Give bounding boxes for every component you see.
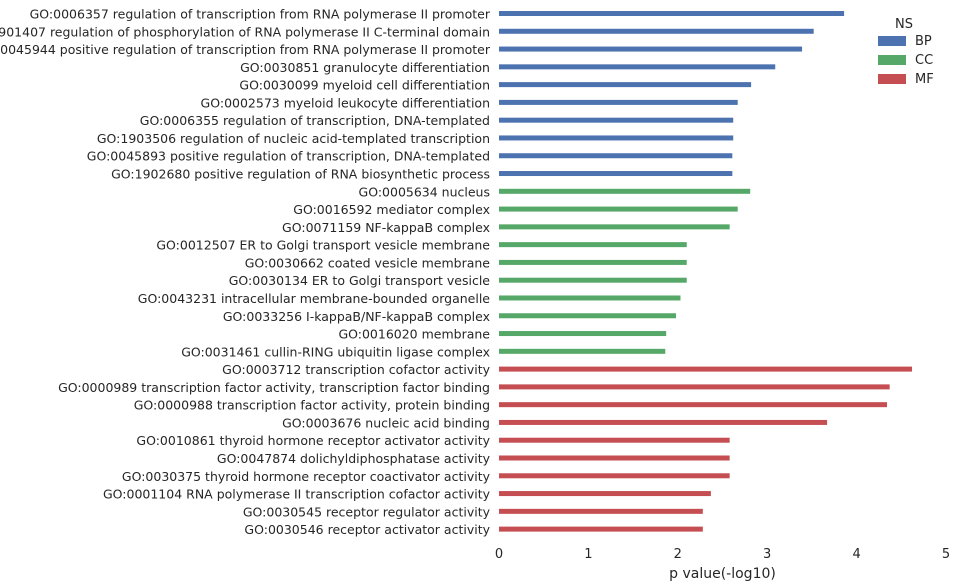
category-label: GO:0047874 dolichyldiphosphatase activit… bbox=[217, 451, 491, 466]
bar-cc bbox=[499, 242, 687, 248]
x-tick-label: 2 bbox=[674, 547, 682, 562]
category-label: GO:0030545 receptor regulator activity bbox=[243, 504, 491, 519]
legend-label-mf: MF bbox=[915, 72, 934, 87]
legend-label-cc: CC bbox=[915, 53, 933, 68]
category-label: GO:0001104 RNA polymerase II transcripti… bbox=[103, 487, 491, 502]
bar-cc bbox=[499, 224, 730, 230]
category-label: GO:0002573 myeloid leukocyte differentia… bbox=[201, 95, 490, 110]
bar-mf bbox=[499, 526, 703, 532]
bar-bp bbox=[499, 46, 803, 52]
category-label: GO:0030662 coated vesicle membrane bbox=[245, 255, 491, 270]
x-tick-label: 1 bbox=[584, 547, 592, 562]
legend-swatch-bp bbox=[878, 36, 906, 46]
bar-cc bbox=[499, 206, 738, 212]
category-label: GO:1902680 positive regulation of RNA bi… bbox=[111, 167, 490, 182]
category-label: GO:0006355 regulation of transcription, … bbox=[140, 113, 490, 128]
legend-swatch-cc bbox=[878, 55, 906, 65]
category-label: GO:0016020 membrane bbox=[338, 327, 490, 342]
category-label: GO:0030851 granulocyte differentiation bbox=[240, 60, 490, 75]
category-label: GO:0016592 mediator complex bbox=[293, 202, 490, 217]
x-tick-label: 5 bbox=[942, 547, 950, 562]
category-label: GO:1901407 regulation of phosphorylation… bbox=[0, 24, 490, 39]
bar-mf bbox=[499, 366, 913, 372]
category-label: GO:0000988 transcription factor activity… bbox=[134, 398, 490, 413]
x-tick-label: 3 bbox=[763, 547, 771, 562]
category-label: GO:0045944 positive regulation of transc… bbox=[0, 42, 491, 57]
category-label: GO:0010861 thyroid hormone receptor acti… bbox=[136, 433, 490, 448]
bar-cc bbox=[499, 348, 666, 354]
x-axis: 0 1 2 3 4 5 bbox=[495, 547, 950, 562]
x-tick-label: 4 bbox=[852, 547, 860, 562]
category-label: GO:0033256 I-kappaB/NF-kappaB complex bbox=[223, 309, 490, 324]
bar-cc bbox=[499, 259, 687, 265]
category-label: GO:0012507 ER to Golgi transport vesicle… bbox=[156, 238, 490, 253]
bar-bp bbox=[499, 11, 845, 16]
category-label: GO:0045893 positive regulation of transc… bbox=[87, 149, 490, 164]
x-tick-label: 0 bbox=[495, 547, 503, 562]
category-label: GO:0030134 ER to Golgi transport vesicle bbox=[229, 273, 491, 288]
bar-bp bbox=[499, 64, 776, 70]
bar-mf bbox=[499, 491, 711, 497]
bar-bp bbox=[499, 117, 734, 123]
bar-bp bbox=[499, 99, 738, 105]
legend-swatch-mf bbox=[878, 74, 906, 84]
category-label: GO:0030099 myeloid cell differentiation bbox=[239, 78, 490, 93]
bar-cc bbox=[499, 313, 677, 319]
category-label: GO:0003676 nucleic acid binding bbox=[282, 415, 490, 430]
category-label: GO:0071159 NF-kappaB complex bbox=[282, 220, 490, 235]
bar-cc bbox=[499, 188, 751, 194]
bar-mf bbox=[499, 437, 730, 443]
bar-mf bbox=[499, 384, 890, 390]
bar-mf bbox=[499, 419, 828, 425]
category-label: GO:0005634 nucleus bbox=[359, 184, 490, 199]
category-label: GO:0006357 regulation of transcription f… bbox=[30, 7, 491, 22]
bar-cc bbox=[499, 277, 687, 283]
bar-bp bbox=[499, 82, 752, 88]
bar-bp bbox=[499, 171, 733, 177]
bars-layer bbox=[499, 11, 913, 532]
category-label: GO:0031461 cullin-RING ubiquitin ligase … bbox=[181, 344, 490, 359]
bar-mf bbox=[499, 402, 887, 408]
category-label: GO:0000989 transcription factor activity… bbox=[58, 380, 490, 395]
category-label: GO:0003712 transcription cofactor activi… bbox=[222, 362, 490, 377]
legend-title: NS bbox=[895, 17, 913, 32]
category-label: GO:0030546 receptor activator activity bbox=[244, 522, 490, 537]
category-label: GO:0030375 thyroid hormone receptor coac… bbox=[122, 469, 491, 484]
bar-mf bbox=[499, 508, 703, 514]
x-axis-title: p value(-log10) bbox=[669, 566, 776, 582]
bar-bp bbox=[499, 153, 733, 159]
bar-cc bbox=[499, 331, 667, 337]
category-label: GO:0043231 intracellular membrane-bounde… bbox=[138, 291, 491, 306]
legend-label-bp: BP bbox=[915, 34, 932, 49]
category-labels: GO:0006357 regulation of transcription f… bbox=[0, 7, 491, 538]
bar-bp bbox=[499, 135, 734, 141]
category-label: GO:1903506 regulation of nucleic acid-te… bbox=[97, 131, 490, 146]
bar-mf bbox=[499, 455, 730, 461]
bar-mf bbox=[499, 473, 730, 479]
bar-bp bbox=[499, 28, 814, 34]
bar-cc bbox=[499, 295, 681, 301]
